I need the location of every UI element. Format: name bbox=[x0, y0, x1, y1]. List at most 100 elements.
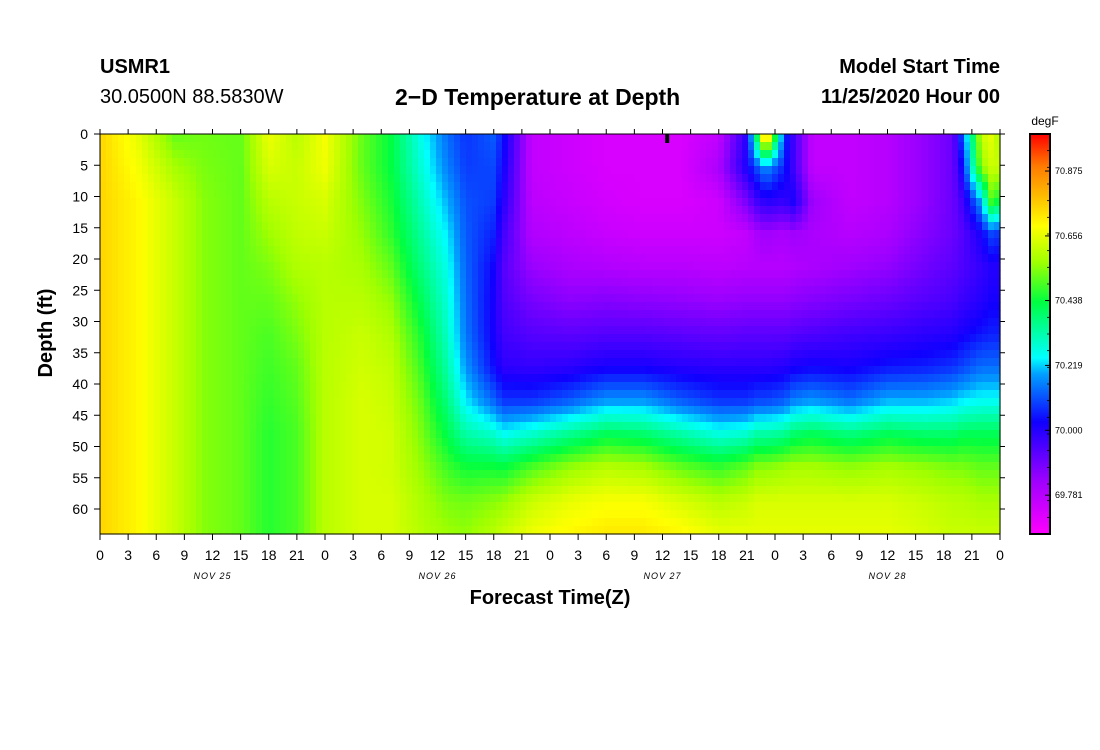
heatmap-cell bbox=[502, 262, 509, 271]
heatmap-cell bbox=[964, 382, 971, 391]
heatmap-cell bbox=[832, 374, 839, 383]
heatmap-cell bbox=[808, 286, 815, 295]
heatmap-cell bbox=[910, 166, 917, 175]
heatmap-cell bbox=[424, 158, 431, 167]
heatmap-cell bbox=[946, 342, 953, 351]
heatmap-cell bbox=[184, 382, 191, 391]
heatmap-cell bbox=[688, 206, 695, 215]
heatmap-cell bbox=[118, 382, 125, 391]
heatmap-cell bbox=[160, 278, 167, 287]
heatmap-cell bbox=[352, 374, 359, 383]
heatmap-cell bbox=[604, 158, 611, 167]
heatmap-cell bbox=[526, 230, 533, 239]
heatmap-cell bbox=[466, 182, 473, 191]
heatmap-cell bbox=[364, 134, 371, 143]
heatmap-cell bbox=[880, 326, 887, 335]
heatmap-cell bbox=[244, 278, 251, 287]
heatmap-cell bbox=[880, 262, 887, 271]
heatmap-cell bbox=[604, 166, 611, 175]
heatmap-cell bbox=[844, 182, 851, 191]
heatmap-cell bbox=[724, 342, 731, 351]
heatmap-cell bbox=[202, 238, 209, 247]
heatmap-cell bbox=[700, 134, 707, 143]
heatmap-cell bbox=[334, 158, 341, 167]
heatmap-cell bbox=[826, 166, 833, 175]
heatmap-cell bbox=[580, 358, 587, 367]
heatmap-cell bbox=[298, 390, 305, 399]
heatmap-cell bbox=[346, 350, 353, 359]
heatmap-cell bbox=[232, 158, 239, 167]
heatmap-cell bbox=[718, 294, 725, 303]
heatmap-cell bbox=[442, 270, 449, 279]
heatmap-cell bbox=[340, 206, 347, 215]
heatmap-cell bbox=[946, 382, 953, 391]
heatmap-cell bbox=[958, 270, 965, 279]
heatmap-cell bbox=[472, 174, 479, 183]
heatmap-cell bbox=[424, 366, 431, 375]
heatmap-cell bbox=[154, 342, 161, 351]
heatmap-cell bbox=[988, 174, 995, 183]
heatmap-cell bbox=[262, 222, 269, 231]
heatmap-cell bbox=[118, 366, 125, 375]
heatmap-cell bbox=[220, 342, 227, 351]
heatmap-cell bbox=[172, 150, 179, 159]
heatmap-cell bbox=[202, 382, 209, 391]
heatmap-cell bbox=[886, 366, 893, 375]
heatmap-cell bbox=[430, 158, 437, 167]
heatmap-cell bbox=[424, 358, 431, 367]
heatmap-cell bbox=[946, 270, 953, 279]
heatmap-cell bbox=[394, 206, 401, 215]
heatmap-cell bbox=[688, 286, 695, 295]
heatmap-cell bbox=[922, 286, 929, 295]
heatmap-cell bbox=[400, 318, 407, 327]
heatmap-cell bbox=[460, 214, 467, 223]
heatmap-cell bbox=[886, 238, 893, 247]
heatmap-cell bbox=[700, 286, 707, 295]
heatmap-cell bbox=[700, 198, 707, 207]
heatmap-cell bbox=[952, 158, 959, 167]
heatmap-cell bbox=[550, 342, 557, 351]
heatmap-cell bbox=[154, 150, 161, 159]
heatmap-cell bbox=[310, 238, 317, 247]
heatmap-cell bbox=[874, 390, 881, 399]
heatmap-cell bbox=[718, 382, 725, 391]
heatmap-cell bbox=[640, 174, 647, 183]
heatmap-cell bbox=[976, 230, 983, 239]
heatmap-cell bbox=[124, 166, 131, 175]
heatmap-cell bbox=[994, 214, 1001, 223]
heatmap-cell bbox=[388, 382, 395, 391]
heatmap-cell bbox=[670, 254, 677, 263]
heatmap-cell bbox=[484, 302, 491, 311]
heatmap-cell bbox=[436, 150, 443, 159]
heatmap-cell bbox=[694, 294, 701, 303]
heatmap-cell bbox=[892, 334, 899, 343]
heatmap-cell bbox=[154, 310, 161, 319]
heatmap-cell bbox=[268, 262, 275, 271]
heatmap-cell bbox=[814, 302, 821, 311]
heatmap-cell bbox=[688, 222, 695, 231]
heatmap-cell bbox=[508, 382, 515, 391]
heatmap-cell bbox=[862, 270, 869, 279]
heatmap-cell bbox=[490, 334, 497, 343]
heatmap-cell bbox=[898, 390, 905, 399]
heatmap-cell bbox=[580, 150, 587, 159]
heatmap-cell bbox=[496, 390, 503, 399]
heatmap-cell bbox=[748, 366, 755, 375]
heatmap-cell bbox=[676, 142, 683, 151]
heatmap-cell bbox=[382, 190, 389, 199]
heatmap-cell bbox=[100, 398, 107, 407]
heatmap-cell bbox=[256, 198, 263, 207]
heatmap-cell bbox=[442, 358, 449, 367]
heatmap-cell bbox=[796, 318, 803, 327]
heatmap-cell bbox=[838, 182, 845, 191]
heatmap-cell bbox=[340, 294, 347, 303]
heatmap-cell bbox=[112, 198, 119, 207]
heatmap-cell bbox=[622, 366, 629, 375]
heatmap-cell bbox=[334, 182, 341, 191]
heatmap-cell bbox=[604, 342, 611, 351]
heatmap-cell bbox=[550, 230, 557, 239]
heatmap-cell bbox=[916, 206, 923, 215]
heatmap-cell bbox=[526, 238, 533, 247]
heatmap-cell bbox=[436, 158, 443, 167]
heatmap-cell bbox=[676, 326, 683, 335]
